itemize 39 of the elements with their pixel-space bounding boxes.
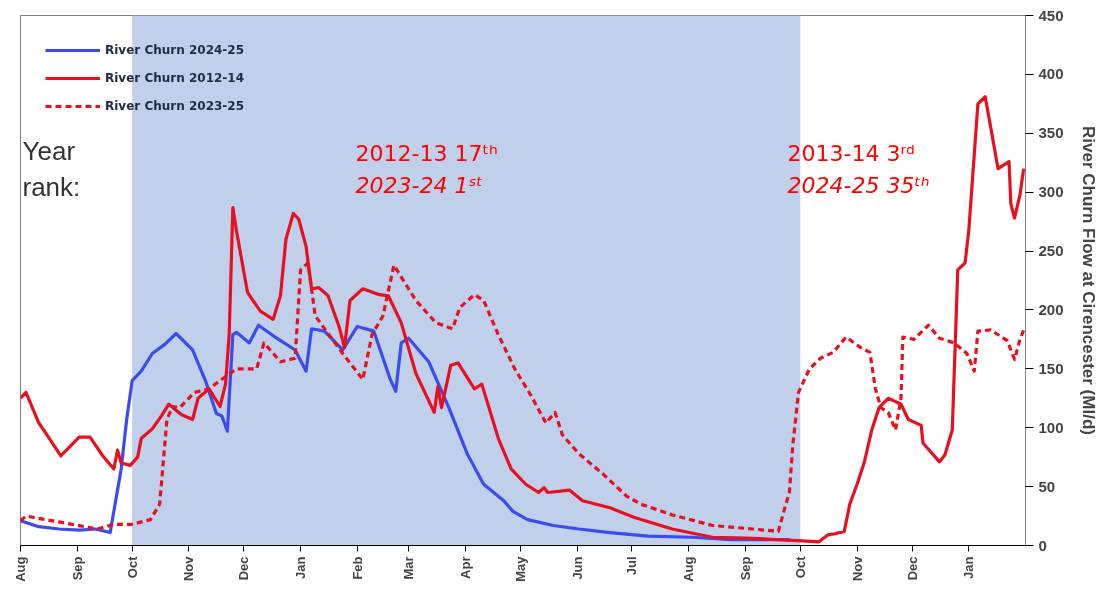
legend-label: River Churn 2023-25 <box>105 99 245 113</box>
x-tick-label: Dec <box>904 556 920 581</box>
y-tick-label: 150 <box>1038 359 1064 377</box>
y-tick-label: 250 <box>1038 242 1064 260</box>
annotation: Year rank: <box>22 135 81 202</box>
x-tick-label: Jan <box>961 556 977 579</box>
y-tick-label: 300 <box>1038 183 1064 201</box>
x-tick-label: Jul <box>624 556 640 576</box>
annotation: 2013-14 3ʳᵈ <box>787 140 916 166</box>
line-series <box>20 323 791 542</box>
line-series <box>20 95 1026 544</box>
annotation: 2012-13 17ᵗʰ <box>355 140 498 166</box>
y-tick-label: 400 <box>1038 65 1064 83</box>
legend-label: River Churn 2012-14 <box>105 71 245 85</box>
x-tick-label: Dec <box>236 556 252 581</box>
x-tick-label: Jun <box>569 556 585 580</box>
annotation: 2023-24 1ˢᵗ <box>355 172 484 198</box>
x-tick-label: Sep <box>69 556 85 581</box>
y-tick-label: 350 <box>1038 124 1064 142</box>
y-tick-label: 0 <box>1038 536 1047 554</box>
x-tick-label: Jan <box>293 556 309 579</box>
x-tick-label: Oct <box>792 555 808 579</box>
annotation: 2024-25 35ᵗʰ <box>787 172 930 198</box>
x-tick-label: Nov <box>849 555 865 582</box>
x-tick-label: Nov <box>181 555 197 582</box>
y-tick-label: 200 <box>1038 300 1064 318</box>
y-tick-label: 100 <box>1038 418 1064 436</box>
x-tick-label: Oct <box>124 555 140 579</box>
legend-label: River Churn 2024-25 <box>105 43 245 57</box>
y-tick-label: 450 <box>1038 6 1064 24</box>
y-tick-label: 50 <box>1038 477 1056 495</box>
x-tick-label: Apr <box>457 556 473 579</box>
x-tick-label: Sep <box>737 556 753 581</box>
y-axis-title: River Churn Flow at Cirencester (Ml/d) <box>1078 126 1098 435</box>
x-tick-label: Aug <box>13 556 28 582</box>
x-tick-label: Mar <box>401 556 417 580</box>
x-tick-label: May <box>512 555 528 582</box>
x-tick-label: Feb <box>349 556 365 580</box>
x-tick-label: Aug <box>681 556 697 582</box>
